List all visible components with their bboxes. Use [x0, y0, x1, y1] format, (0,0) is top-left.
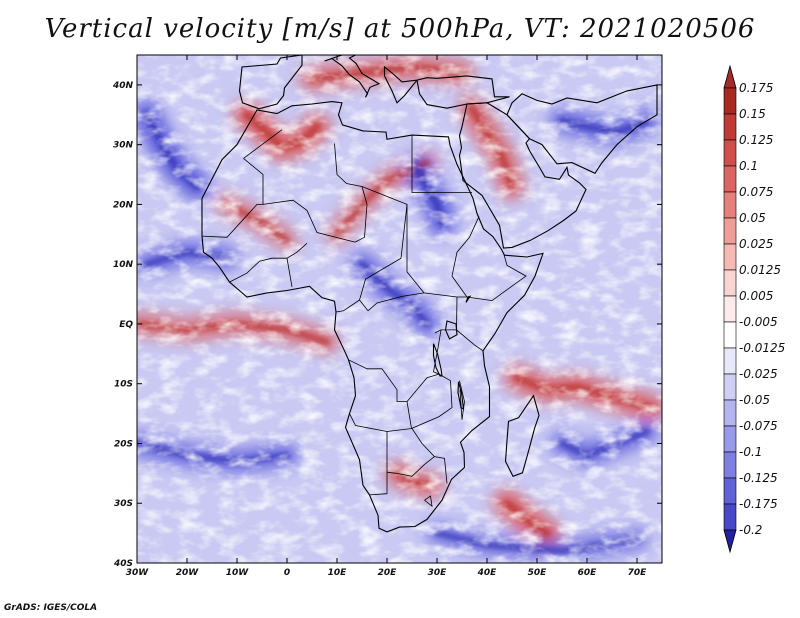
border-line-16	[348, 359, 440, 403]
colorbar-label: -0.05	[739, 393, 770, 407]
colorbar-swatch	[723, 295, 737, 323]
colorbar-swatch	[723, 503, 737, 531]
lon-tick-label: 0	[284, 568, 290, 578]
border-line-6	[359, 204, 408, 312]
greece-turkey-coastline	[383, 65, 510, 109]
border-line-23	[459, 380, 465, 420]
colorbar-swatch	[723, 87, 737, 115]
colorbar-swatch	[723, 347, 737, 375]
lat-tick-label: 40N	[112, 81, 134, 91]
colorbar-swatch	[723, 139, 737, 167]
lat-tick-label: 20S	[114, 439, 133, 449]
colorbar-swatch	[723, 451, 737, 479]
colorbar-label: -0.005	[739, 315, 778, 329]
colorbar-label: 0.05	[739, 211, 766, 225]
colorbar-swatch	[723, 191, 737, 219]
border-line-3	[334, 143, 408, 272]
lon-tick-label: 40E	[477, 568, 498, 578]
lon-tick-label: 20W	[176, 568, 200, 578]
colorbar-label: 0.0125	[739, 263, 781, 277]
iberia-coastline	[238, 55, 303, 110]
colorbar-swatch	[723, 425, 737, 453]
lon-tick-label: 10W	[226, 568, 250, 578]
lake-outline-0	[444, 320, 458, 340]
lat-tick-label: 10N	[113, 260, 134, 270]
lake-outline-1	[432, 343, 443, 377]
colorbar-swatch	[723, 269, 737, 297]
colorbar-label: -0.125	[739, 471, 778, 485]
border-line-17	[349, 413, 413, 432]
border-line-15	[456, 296, 458, 330]
grads-credit: GrADS: IGES/COLA	[4, 603, 98, 613]
lat-tick-label: 30S	[114, 499, 133, 509]
border-line-8	[451, 216, 480, 298]
border-line-22	[424, 495, 433, 508]
lon-tick-label: 10E	[328, 568, 348, 578]
colorbar-label: 0.175	[739, 81, 773, 95]
colorbar-swatch	[723, 217, 737, 245]
colorbar-label: 0.15	[739, 107, 766, 121]
colorbar-label: 0.025	[739, 237, 773, 251]
border-line-7	[406, 271, 467, 298]
colorbar-label: -0.075	[739, 419, 778, 433]
lat-tick-label: 20N	[113, 200, 134, 210]
colorbar-label: 0.075	[739, 185, 773, 199]
colorbar-label: 0.125	[739, 133, 773, 147]
colorbar-label: -0.025	[739, 367, 778, 381]
lon-tick-label: 70E	[628, 568, 648, 578]
colorbar-swatch	[723, 373, 737, 401]
lake-outline-2	[457, 381, 465, 410]
border-line-5	[354, 186, 368, 243]
border-line-24	[433, 329, 442, 375]
border-line-11	[229, 243, 308, 283]
lat-tick-label: EQ	[119, 320, 133, 330]
border-line-2	[262, 199, 356, 243]
plot-frame	[136, 54, 663, 564]
lon-tick-label: 30E	[428, 568, 448, 578]
colorbar-label: -0.1	[739, 445, 762, 459]
border-line-4	[411, 135, 472, 193]
madagascar-coastline	[504, 394, 540, 477]
coastlines	[201, 55, 658, 533]
colorbar-swatch	[723, 113, 737, 141]
colorbar-label: 0.1	[739, 159, 758, 173]
plot-area	[137, 55, 662, 563]
colorbar-label: -0.0125	[739, 341, 785, 355]
border-line-21	[386, 456, 435, 477]
africa-coastline	[201, 101, 544, 533]
lon-tick-label: 60E	[578, 568, 598, 578]
colorbar-swatch	[723, 477, 737, 505]
colorbar-swatch	[723, 321, 737, 349]
border-line-0	[243, 129, 283, 159]
lon-tick-label: 20E	[378, 568, 398, 578]
lon-axis: 30W 20W 10W 0 10E 20E 30E 40E 50E 60E 70E	[126, 55, 647, 578]
colorbar-label: 0.005	[739, 289, 773, 303]
lat-axis: 40N 30N 20N 10N EQ 10S 20S 30S 40S	[112, 81, 662, 569]
colorbar-label: -0.2	[739, 523, 762, 537]
colorbar-swatch	[723, 399, 737, 427]
lon-tick-label: 50E	[528, 568, 548, 578]
colorbar-swatch	[723, 243, 737, 271]
lat-tick-label: 40S	[113, 559, 133, 569]
colorbar-top-arrow	[723, 64, 737, 89]
colorbar-bottom-arrow	[723, 529, 737, 554]
colorbar-label: -0.175	[739, 497, 778, 511]
border-line-12	[286, 258, 293, 287]
border-line-9	[466, 252, 527, 302]
italy-coastline	[324, 55, 381, 98]
lake-outline-3	[465, 295, 472, 303]
lat-tick-label: 30N	[113, 141, 134, 151]
colorbar: 0.175 0.15 0.125 0.1 0.075 0.05 0.025 0.0125 0.0…	[723, 64, 785, 554]
page-title: Vertical velocity [m/s] at 500hPa, VT: 2…	[44, 14, 756, 44]
field-texture	[137, 55, 662, 563]
lon-tick-label: 30W	[126, 568, 150, 578]
country-borders	[201, 129, 527, 508]
border-line-13	[367, 292, 425, 312]
colorbar-swatch	[723, 165, 737, 193]
lat-tick-label: 10S	[114, 380, 133, 390]
border-line-18	[406, 373, 453, 430]
border-line-1	[201, 158, 264, 238]
border-line-10	[335, 299, 360, 313]
